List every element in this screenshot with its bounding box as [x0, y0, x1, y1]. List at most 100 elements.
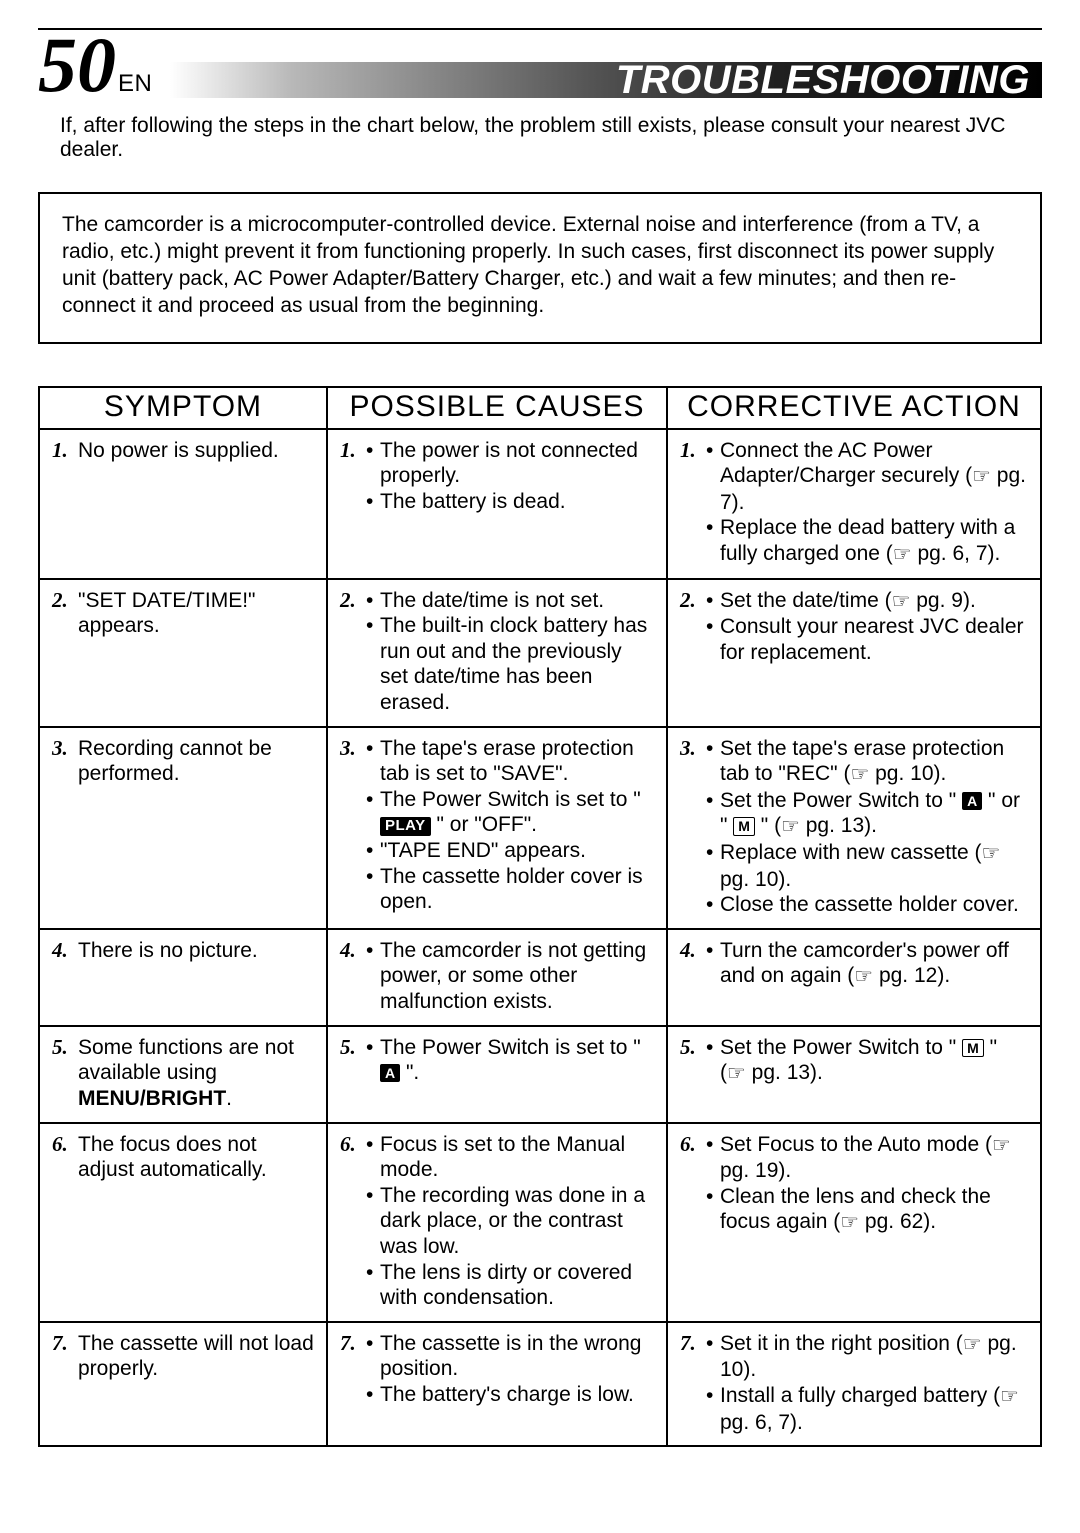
actions-list: •Set the date/time (☞ pg. 9).•Consult yo…: [706, 588, 1028, 716]
table-header-row: SYMPTOM POSSIBLE CAUSES CORRECTIVE ACTIO…: [40, 388, 1040, 430]
bullet-icon: •: [706, 438, 720, 516]
bullet-icon: •: [366, 613, 380, 715]
action-text: Set Focus to the Auto mode (☞ pg. 19).: [720, 1132, 1028, 1184]
list-item: •Replace with new cassette (☞ pg. 10).: [706, 840, 1028, 892]
bullet-icon: •: [706, 938, 720, 990]
bullet-icon: •: [366, 838, 380, 864]
causes-list: •The camcorder is not getting power, or …: [366, 938, 654, 1015]
list-item: •The camcorder is not getting power, or …: [366, 938, 654, 1015]
causes-list: •The cassette is in the wrong position.•…: [366, 1331, 654, 1435]
list-item: •The recording was done in a dark place,…: [366, 1183, 654, 1260]
list-item: •Set the tape's erase protection tab to …: [706, 736, 1028, 788]
list-item: •Install a fully charged battery (☞ pg. …: [706, 1383, 1028, 1435]
cause-text: Focus is set to the Manual mode.: [380, 1132, 654, 1183]
causes-list: •The Power Switch is set to " A ".: [366, 1035, 654, 1112]
action-text: Set the date/time (☞ pg. 9).: [720, 588, 1028, 615]
page-number: 50 EN: [38, 26, 152, 104]
list-item: •The cassette holder cover is open.: [366, 864, 654, 915]
cause-text: The lens is dirty or covered with conden…: [380, 1260, 654, 1311]
bullet-icon: •: [366, 938, 380, 1015]
row-num: 4.: [52, 938, 78, 1015]
list-item: •The tape's erase protection tab is set …: [366, 736, 654, 787]
bullet-icon: •: [706, 1035, 720, 1087]
bullet-icon: •: [706, 588, 720, 615]
actions-cell: 2.•Set the date/time (☞ pg. 9).•Consult …: [668, 580, 1040, 726]
list-item: •Set the Power Switch to " A " or " M " …: [706, 788, 1028, 840]
row-num: 7.: [52, 1331, 78, 1435]
causes-cell: 1.•The power is not connected properly.•…: [328, 430, 668, 578]
bullet-icon: •: [366, 1132, 380, 1183]
bullet-icon: •: [366, 1183, 380, 1260]
action-text: Set the Power Switch to " A " or " M " (…: [720, 788, 1028, 840]
action-text: Set it in the right position (☞ pg. 10).: [720, 1331, 1028, 1383]
symptom-cell: 7.The cassette will not load properly.: [40, 1323, 328, 1445]
causes-list: •Focus is set to the Manual mode.•The re…: [366, 1132, 654, 1311]
symptom-text: "SET DATE/TIME!" appears.: [78, 588, 314, 716]
symptom-cell: 5.Some functions are not available using…: [40, 1027, 328, 1122]
row-num: 1.: [680, 438, 706, 568]
bullet-icon: •: [366, 1035, 380, 1086]
symptom-text: The focus does not adjust automatically.: [78, 1132, 314, 1311]
symptom-text: No power is supplied.: [78, 438, 314, 568]
actions-cell: 3.•Set the tape's erase protection tab t…: [668, 728, 1040, 928]
table-row: 7.The cassette will not load properly.7.…: [40, 1323, 1040, 1447]
cause-text: "TAPE END" appears.: [380, 838, 654, 864]
symptom-text: Recording cannot be performed.: [78, 736, 314, 918]
cause-text: The date/time is not set.: [380, 588, 654, 614]
col-header-causes: POSSIBLE CAUSES: [328, 388, 668, 428]
bullet-icon: •: [706, 840, 720, 892]
table-row: 5.Some functions are not available using…: [40, 1027, 1040, 1124]
table-row: 6.The focus does not adjust automaticall…: [40, 1124, 1040, 1323]
causes-cell: 6.•Focus is set to the Manual mode.•The …: [328, 1124, 668, 1321]
actions-list: •Turn the camcorder's power off and on a…: [706, 938, 1028, 1015]
action-text: Set the tape's erase protection tab to "…: [720, 736, 1028, 788]
causes-cell: 4.•The camcorder is not getting power, o…: [328, 930, 668, 1025]
bullet-icon: •: [706, 1383, 720, 1435]
cause-text: The built-in clock battery has run out a…: [380, 613, 654, 715]
actions-list: •Set Focus to the Auto mode (☞ pg. 19).•…: [706, 1132, 1028, 1311]
causes-list: •The date/time is not set.•The built-in …: [366, 588, 654, 716]
bullet-icon: •: [366, 1260, 380, 1311]
causes-cell: 5.•The Power Switch is set to " A ".: [328, 1027, 668, 1122]
list-item: •Set the date/time (☞ pg. 9).: [706, 588, 1028, 615]
row-num: 4.: [340, 938, 366, 1015]
list-item: •Close the cassette holder cover.: [706, 892, 1028, 918]
action-text: Set the Power Switch to " M " (☞ pg. 13)…: [720, 1035, 1028, 1087]
note-box: The camcorder is a microcomputer-control…: [38, 192, 1042, 344]
action-text: Install a fully charged battery (☞ pg. 6…: [720, 1383, 1028, 1435]
bullet-icon: •: [366, 787, 380, 838]
actions-cell: 6.•Set Focus to the Auto mode (☞ pg. 19)…: [668, 1124, 1040, 1321]
symptom-cell: 6.The focus does not adjust automaticall…: [40, 1124, 328, 1321]
bullet-icon: •: [706, 1184, 720, 1236]
cause-text: The Power Switch is set to " A ".: [380, 1035, 654, 1086]
causes-cell: 7.•The cassette is in the wrong position…: [328, 1323, 668, 1445]
cause-text: The Power Switch is set to " PLAY " or "…: [380, 787, 654, 838]
page-header: 50 EN TROUBLESHOOTING: [38, 26, 1042, 104]
bullet-icon: •: [706, 788, 720, 840]
actions-cell: 1.•Connect the AC Power Adapter/Charger …: [668, 430, 1040, 578]
page-lang: EN: [118, 72, 152, 96]
causes-cell: 3.•The tape's erase protection tab is se…: [328, 728, 668, 928]
symptom-cell: 3.Recording cannot be performed.: [40, 728, 328, 928]
actions-list: •Connect the AC Power Adapter/Charger se…: [706, 438, 1028, 568]
action-text: Replace the dead battery with a fully ch…: [720, 515, 1028, 567]
col-header-symptom: SYMPTOM: [40, 388, 328, 428]
cause-text: The cassette is in the wrong position.: [380, 1331, 654, 1382]
bullet-icon: •: [366, 1331, 380, 1382]
list-item: •The cassette is in the wrong position.: [366, 1331, 654, 1382]
causes-cell: 2.•The date/time is not set.•The built-i…: [328, 580, 668, 726]
row-num: 5.: [52, 1035, 78, 1112]
cause-text: The camcorder is not getting power, or s…: [380, 938, 654, 1015]
row-num: 5.: [340, 1035, 366, 1112]
troubleshoot-table: SYMPTOM POSSIBLE CAUSES CORRECTIVE ACTIO…: [38, 386, 1042, 1448]
row-num: 6.: [52, 1132, 78, 1311]
row-num: 4.: [680, 938, 706, 1015]
list-item: •Set Focus to the Auto mode (☞ pg. 19).: [706, 1132, 1028, 1184]
row-num: 6.: [340, 1132, 366, 1311]
page-title: TROUBLESHOOTING: [616, 58, 1042, 103]
bullet-icon: •: [706, 892, 720, 918]
action-text: Replace with new cassette (☞ pg. 10).: [720, 840, 1028, 892]
bullet-icon: •: [366, 438, 380, 489]
row-num: 5.: [680, 1035, 706, 1112]
action-text: Consult your nearest JVC dealer for repl…: [720, 614, 1028, 665]
